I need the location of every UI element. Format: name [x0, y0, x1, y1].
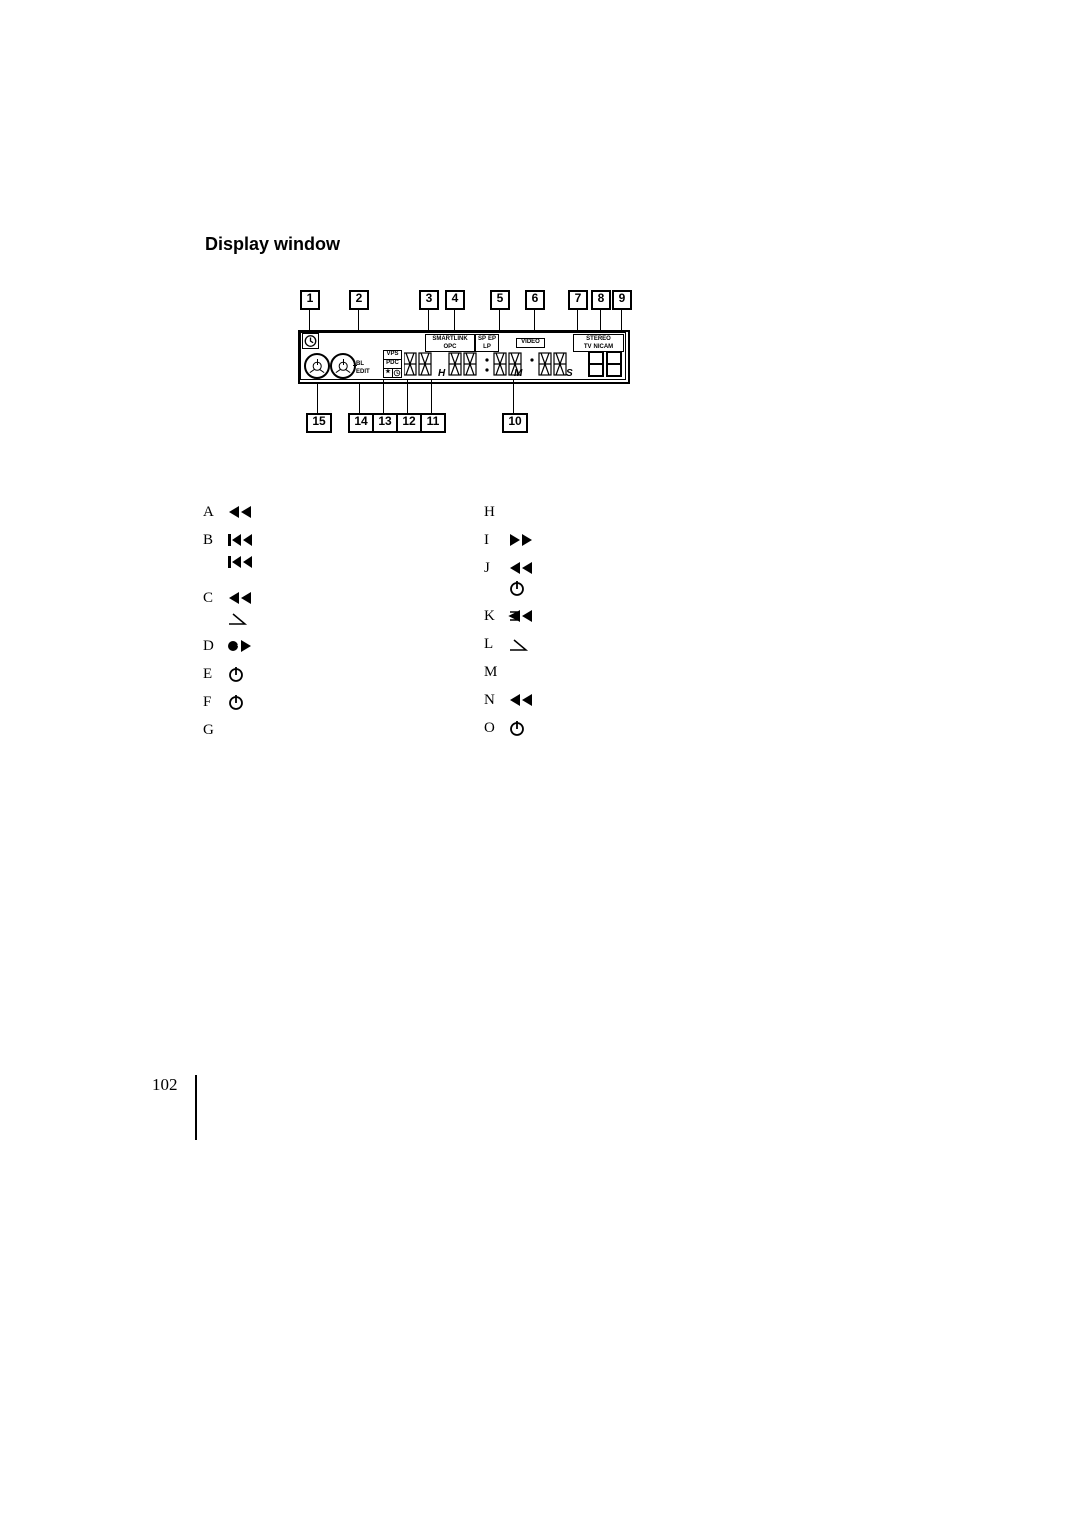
page-number: 102 [152, 1075, 178, 1095]
legend-row-m: M [484, 661, 1044, 683]
skip-rewind-icon [508, 608, 534, 624]
marker-4: 4 [445, 290, 465, 310]
marker-7: 7 [568, 290, 588, 310]
marker-15: 15 [306, 413, 332, 433]
record-play-icon [227, 638, 253, 654]
margin-rule [195, 1075, 197, 1140]
rewind-icon [508, 560, 534, 576]
legend-row-o: O [484, 717, 1044, 739]
marker-6: 6 [525, 290, 545, 310]
reel-right-icon [330, 353, 356, 379]
h-label: H [438, 368, 445, 379]
legend-row-j: J [484, 557, 1044, 579]
marker-1: 1 [300, 290, 320, 310]
legend-row-i: I [484, 529, 1044, 551]
indicator-clock-small [392, 368, 402, 378]
legend-row-k: K [484, 605, 1044, 627]
marker-13: 13 [372, 413, 398, 433]
display-window-figure: 1 2 3 4 5 6 7 8 9 [298, 290, 628, 435]
display-window-heading: Display window [205, 234, 340, 255]
angle-icon [508, 636, 534, 652]
marker-11: 11 [420, 413, 446, 433]
power-icon [508, 580, 534, 596]
power-icon [508, 720, 534, 736]
skip-prev-icon [227, 554, 253, 570]
marker-12: 12 [396, 413, 422, 433]
marker-3: 3 [419, 290, 439, 310]
page: Display window 1 2 3 4 5 6 7 8 9 [0, 0, 1080, 1528]
s-label: S [566, 368, 573, 379]
big-digits [588, 350, 623, 378]
angle-icon [227, 610, 253, 626]
m-label: M [514, 368, 522, 379]
rewind-icon [227, 590, 253, 606]
bl-indicator: BL [356, 361, 364, 368]
marker-5: 5 [490, 290, 510, 310]
skip-prev-icon [227, 532, 253, 548]
legend-row-j-extra [484, 577, 1044, 599]
video-indicator: VIDEO [516, 338, 545, 348]
marker-10: 10 [502, 413, 528, 433]
fast-forward-icon [508, 532, 534, 548]
marker-14: 14 [348, 413, 374, 433]
legend-row-n: N [484, 689, 1044, 711]
marker-9: 9 [612, 290, 632, 310]
marker-8: 8 [591, 290, 611, 310]
edit-indicator: EDIT [356, 369, 370, 376]
clock-icon [302, 333, 319, 349]
reel-left-icon [304, 353, 330, 379]
power-icon [227, 666, 253, 682]
rewind-icon [508, 692, 534, 708]
legend-row-l: L [484, 633, 1044, 655]
rewind-icon [227, 504, 253, 520]
marker-2: 2 [349, 290, 369, 310]
legend-row-h: H [484, 501, 1044, 523]
power-icon [227, 694, 253, 710]
legend-right-column: H I J K L [484, 495, 1044, 739]
